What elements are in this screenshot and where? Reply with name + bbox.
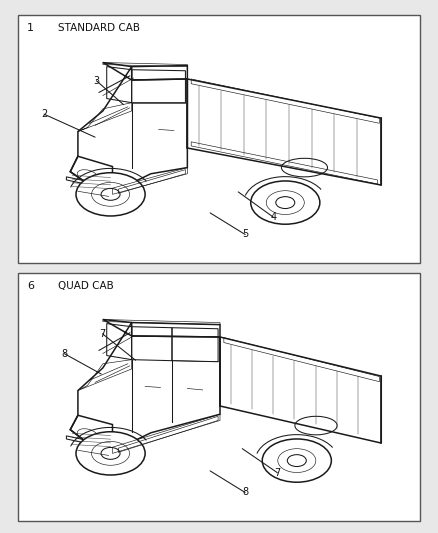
Text: 8: 8: [61, 349, 67, 359]
Text: 6: 6: [27, 281, 34, 291]
Ellipse shape: [262, 439, 332, 482]
Text: 4: 4: [270, 212, 276, 222]
FancyBboxPatch shape: [18, 15, 420, 263]
Ellipse shape: [76, 173, 145, 216]
Text: 3: 3: [93, 76, 99, 86]
Text: 7: 7: [99, 329, 106, 339]
Text: 8: 8: [242, 488, 248, 497]
Ellipse shape: [251, 181, 320, 224]
Text: 5: 5: [242, 230, 248, 239]
Text: 1: 1: [27, 23, 34, 33]
Text: QUAD CAB: QUAD CAB: [58, 281, 114, 291]
Text: 2: 2: [41, 109, 47, 119]
Text: 7: 7: [274, 467, 280, 478]
Text: STANDARD CAB: STANDARD CAB: [58, 23, 140, 33]
FancyBboxPatch shape: [18, 273, 420, 521]
Ellipse shape: [76, 432, 145, 475]
